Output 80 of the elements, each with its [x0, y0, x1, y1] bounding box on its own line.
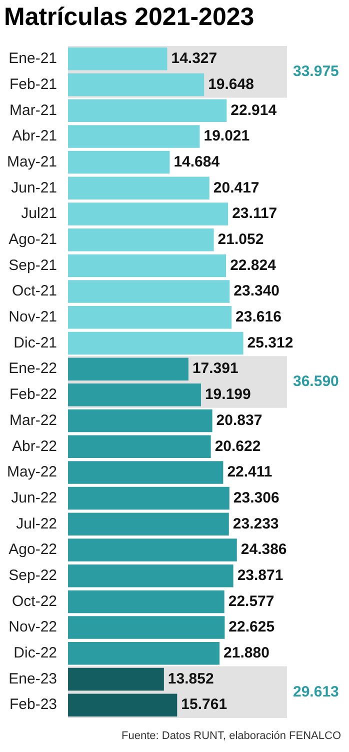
data-label: 13.852 [168, 670, 214, 688]
y-tick-label: Sep-21 [8, 256, 58, 274]
data-label: 23.340 [234, 282, 280, 300]
data-label: 22.411 [227, 464, 272, 481]
bar [68, 564, 234, 588]
data-label: 15.761 [181, 696, 228, 714]
bar [68, 384, 201, 406]
data-label: 22.625 [228, 618, 275, 636]
data-label: 23.117 [232, 205, 278, 222]
data-label: 14.327 [171, 50, 218, 68]
y-tick-label: Jun-22 [11, 489, 58, 506]
data-label: 19.648 [208, 76, 254, 93]
data-label: 23.616 [236, 308, 282, 326]
y-tick-label: Feb-22 [9, 386, 58, 404]
data-label: 20.417 [213, 179, 260, 196]
y-tick-label: Jul-22 [16, 515, 58, 532]
bar [68, 176, 210, 200]
data-label: 19.199 [204, 386, 251, 404]
y-tick-label: Feb-21 [9, 76, 58, 93]
bar [68, 486, 230, 510]
y-tick-label: Mar-21 [10, 102, 58, 119]
y-tick-label: Mar-22 [10, 412, 58, 429]
data-label: 19.021 [204, 128, 250, 145]
data-label: 17.391 [192, 360, 238, 378]
bar [68, 280, 230, 303]
y-tick-label: Jul21 [21, 205, 58, 222]
bar [68, 73, 204, 96]
bar [68, 694, 178, 716]
bar [68, 202, 228, 226]
data-label: 24.386 [240, 541, 287, 558]
bar [68, 616, 225, 639]
bar [68, 538, 237, 562]
bar [68, 512, 229, 536]
bar [68, 306, 232, 329]
y-tick-label: Ene-23 [8, 670, 58, 688]
y-tick-label: Ene-21 [8, 50, 58, 68]
y-tick-label: May-22 [6, 464, 58, 481]
bar [68, 435, 211, 458]
data-label: 22.577 [228, 592, 274, 610]
bar [68, 409, 212, 432]
source-note: Fuente: Datos RUNT, elaboración FENALCO [120, 730, 342, 742]
y-tick-label: Dic-22 [14, 644, 58, 662]
data-label: 23.871 [237, 566, 284, 584]
y-tick-label: Dic-21 [14, 334, 58, 352]
y-tick-label: Abr-21 [12, 128, 58, 145]
bar [68, 125, 200, 148]
band-label: 29.613 [293, 683, 339, 700]
y-tick-label: May-21 [6, 153, 58, 170]
bar [68, 228, 214, 252]
y-tick-label: Ene-22 [8, 360, 58, 378]
band-label: 33.975 [293, 62, 339, 80]
data-label: 14.684 [174, 153, 220, 170]
bar [68, 48, 168, 70]
y-tick-label: Jun-21 [11, 179, 58, 196]
data-label: 21.052 [218, 230, 264, 248]
y-tick-label: Nov-22 [8, 618, 58, 636]
data-label: 21.880 [224, 644, 270, 662]
bar [68, 461, 224, 484]
y-tick-label: Ago-22 [8, 541, 58, 558]
data-label: 22.824 [230, 256, 277, 274]
data-label: 25.312 [247, 334, 294, 352]
data-label: 20.622 [214, 438, 261, 455]
chart-title: Matrículas 2021-2023 [3, 2, 256, 33]
bar [68, 358, 188, 380]
bar [68, 668, 164, 691]
y-tick-label: Sep-22 [8, 566, 58, 584]
bar [68, 590, 224, 614]
y-tick-label: Abr-22 [12, 438, 58, 455]
y-tick-label: Ago-21 [8, 230, 58, 248]
data-label: 23.306 [233, 489, 280, 506]
band-label: 36.590 [293, 373, 339, 390]
y-tick-label: Feb-23 [9, 696, 58, 714]
data-label: 23.233 [232, 515, 279, 532]
y-tick-label: Nov-21 [8, 308, 58, 326]
data-label: 22.914 [230, 102, 278, 119]
bar [68, 150, 170, 174]
bar [68, 254, 226, 278]
data-label: 20.837 [216, 412, 262, 429]
y-tick-label: Oct-22 [12, 592, 58, 610]
y-tick-label: Oct-21 [12, 282, 58, 300]
